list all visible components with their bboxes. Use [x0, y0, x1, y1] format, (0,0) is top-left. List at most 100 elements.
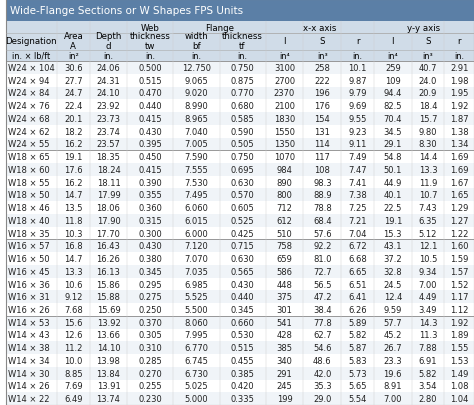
Text: W18 × 35: W18 × 35 [8, 229, 50, 238]
Text: W18 × 46: W18 × 46 [8, 204, 50, 213]
Text: 1.52: 1.52 [450, 280, 468, 289]
Text: 1.22: 1.22 [450, 229, 468, 238]
Text: 114: 114 [315, 140, 330, 149]
Text: 9.79: 9.79 [348, 89, 367, 98]
Text: thickness
tw: thickness tw [130, 32, 171, 51]
Text: 176: 176 [314, 102, 330, 111]
Text: 14.3: 14.3 [419, 318, 437, 327]
Bar [6, 189, 474, 202]
Text: 7.035: 7.035 [184, 267, 209, 276]
Text: 24.7: 24.7 [64, 89, 82, 98]
Bar [6, 329, 474, 341]
Text: 9.34: 9.34 [419, 267, 437, 276]
Text: 29.0: 29.0 [313, 394, 332, 403]
Text: 0.430: 0.430 [138, 127, 163, 136]
Bar [6, 176, 474, 189]
Text: 14.7: 14.7 [64, 191, 82, 200]
Text: 12.6: 12.6 [64, 330, 82, 340]
Text: W24 × 55: W24 × 55 [8, 140, 49, 149]
Text: 428: 428 [276, 330, 292, 340]
Text: 0.450: 0.450 [139, 153, 162, 162]
Text: 24.10: 24.10 [97, 89, 120, 98]
Text: 7.005: 7.005 [185, 140, 209, 149]
Text: 9.69: 9.69 [348, 102, 367, 111]
Text: 7.555: 7.555 [185, 166, 209, 175]
Text: 7.070: 7.070 [184, 254, 209, 263]
Text: r: r [356, 37, 359, 46]
Bar [6, 291, 474, 303]
Text: 0.455: 0.455 [231, 356, 255, 365]
Text: 3.54: 3.54 [419, 382, 437, 390]
Text: 77.8: 77.8 [313, 318, 332, 327]
Text: 17.70: 17.70 [97, 229, 120, 238]
Text: 108: 108 [314, 166, 330, 175]
Text: 10.6: 10.6 [64, 280, 82, 289]
Text: 16.2: 16.2 [64, 178, 82, 187]
Text: 40.7: 40.7 [419, 64, 437, 73]
Text: 15.7: 15.7 [419, 115, 437, 124]
Text: 6.49: 6.49 [64, 394, 82, 403]
Text: 23.3: 23.3 [383, 356, 402, 365]
Text: 29.1: 29.1 [383, 140, 402, 149]
Text: 14.10: 14.10 [97, 343, 120, 352]
Text: 15.6: 15.6 [64, 318, 82, 327]
Text: 24.06: 24.06 [97, 64, 120, 73]
Text: Wide-Flange Sections or W Shapes FPS Units: Wide-Flange Sections or W Shapes FPS Uni… [10, 6, 244, 16]
Bar [6, 62, 474, 75]
Text: 45.2: 45.2 [383, 330, 402, 340]
Text: 11.2: 11.2 [64, 343, 82, 352]
Text: 13.3: 13.3 [64, 267, 82, 276]
Text: in.: in. [103, 52, 113, 61]
Text: 385: 385 [276, 343, 292, 352]
Text: 92.2: 92.2 [313, 242, 332, 251]
Text: 5.87: 5.87 [348, 343, 367, 352]
Text: 7.38: 7.38 [348, 191, 367, 200]
Text: 0.355: 0.355 [138, 191, 163, 200]
Text: 1.34: 1.34 [450, 140, 468, 149]
Text: 1.38: 1.38 [450, 127, 468, 136]
Text: 24.31: 24.31 [97, 77, 120, 85]
Text: 0.590: 0.590 [231, 127, 255, 136]
Text: W18 × 50: W18 × 50 [8, 191, 50, 200]
Text: 0.695: 0.695 [231, 166, 255, 175]
Text: 0.680: 0.680 [230, 102, 255, 111]
Text: 7.47: 7.47 [348, 166, 367, 175]
Text: in.: in. [353, 52, 363, 61]
Text: W16 × 45: W16 × 45 [8, 267, 50, 276]
Text: 0.230: 0.230 [138, 394, 163, 403]
Text: 20.9: 20.9 [419, 89, 437, 98]
Text: 1.69: 1.69 [450, 166, 468, 175]
Text: 0.270: 0.270 [138, 369, 163, 378]
Text: 0.315: 0.315 [138, 216, 163, 225]
Text: 1.57: 1.57 [450, 267, 468, 276]
Text: 0.385: 0.385 [230, 369, 255, 378]
Text: 0.505: 0.505 [231, 140, 255, 149]
Text: W14 × 38: W14 × 38 [8, 343, 50, 352]
Text: 7.88: 7.88 [419, 343, 438, 352]
Text: 5.82: 5.82 [419, 369, 437, 378]
Text: 541: 541 [277, 318, 292, 327]
Bar [6, 278, 474, 291]
Text: 7.530: 7.530 [184, 178, 209, 187]
Text: 12.4: 12.4 [383, 292, 402, 301]
Text: 0.770: 0.770 [230, 89, 255, 98]
Text: 0.440: 0.440 [139, 102, 162, 111]
Text: S: S [319, 37, 325, 46]
Text: 1.12: 1.12 [450, 305, 468, 314]
Text: 82.5: 82.5 [383, 102, 402, 111]
Text: 20.1: 20.1 [64, 115, 82, 124]
Text: 0.360: 0.360 [138, 204, 163, 213]
Bar [6, 202, 474, 214]
Text: 7.68: 7.68 [64, 305, 82, 314]
Text: 17.99: 17.99 [97, 191, 120, 200]
Text: 154: 154 [315, 115, 330, 124]
Text: 0.660: 0.660 [230, 318, 255, 327]
Text: W18 × 40: W18 × 40 [8, 216, 50, 225]
Bar [6, 354, 474, 367]
Text: 47.2: 47.2 [313, 292, 332, 301]
Text: 5.65: 5.65 [348, 382, 367, 390]
Text: 109: 109 [385, 77, 401, 85]
Text: 13.3: 13.3 [419, 166, 438, 175]
Text: 5.54: 5.54 [348, 394, 367, 403]
Text: 23.74: 23.74 [97, 127, 120, 136]
